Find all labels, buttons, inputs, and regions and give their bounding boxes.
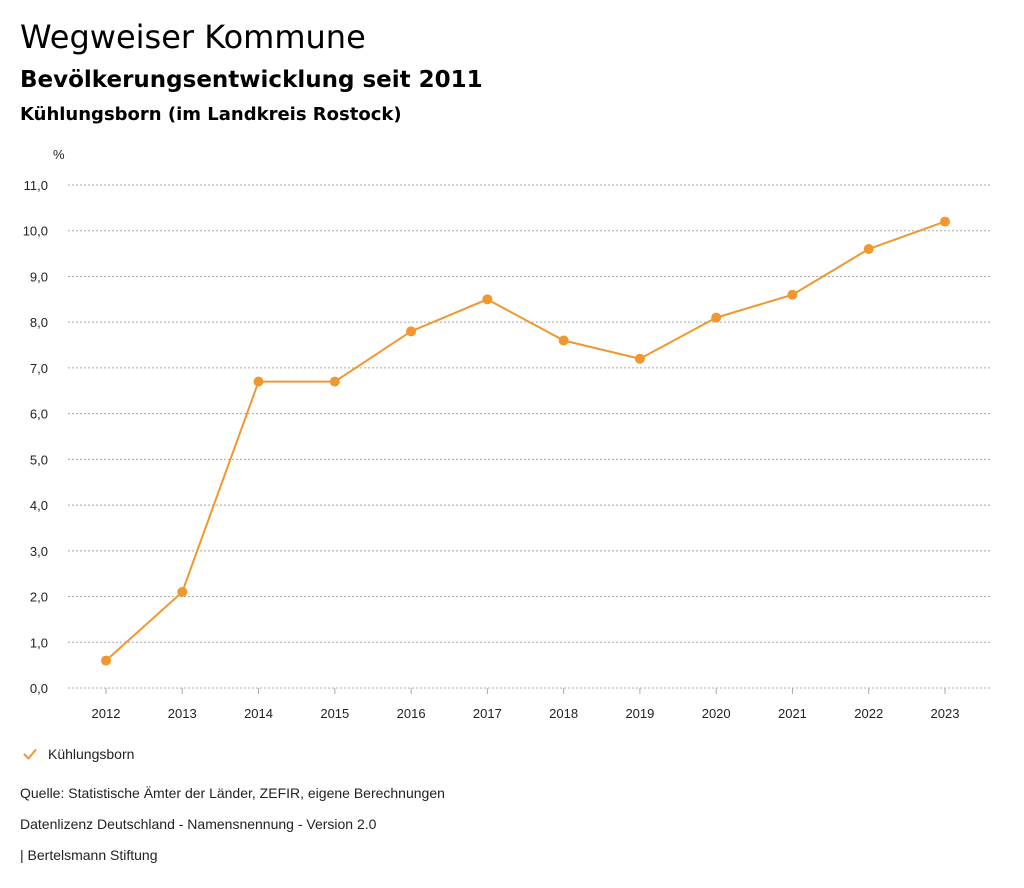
data-point-2015[interactable] bbox=[329, 376, 340, 387]
chart-subtitle: Bevölkerungsentwicklung seit 2011 bbox=[20, 67, 483, 93]
x-tick-label: 2019 bbox=[625, 706, 654, 721]
y-axis-unit-label: % bbox=[53, 147, 65, 162]
data-point-2017[interactable] bbox=[482, 294, 493, 305]
y-tick-label: 9,0 bbox=[30, 269, 48, 284]
data-point-2023[interactable] bbox=[940, 216, 950, 227]
y-tick-label: 6,0 bbox=[30, 407, 48, 422]
y-tick-label: 10,0 bbox=[23, 224, 48, 239]
license-note: Datenlizenz Deutschland - Namensnennung … bbox=[20, 816, 377, 832]
data-point-2019[interactable] bbox=[634, 353, 645, 364]
x-tick-label: 2013 bbox=[168, 706, 197, 721]
legend-item-kuehlungsborn[interactable]: Kühlungsborn bbox=[22, 744, 134, 764]
x-tick-label: 2017 bbox=[473, 706, 502, 721]
x-tick-label: 2014 bbox=[244, 706, 273, 721]
data-point-2021[interactable] bbox=[787, 289, 798, 300]
page-title: Wegweiser Kommune bbox=[20, 18, 366, 56]
x-tick-label: 2020 bbox=[702, 706, 731, 721]
data-point-2016[interactable] bbox=[406, 326, 417, 337]
data-point-2018[interactable] bbox=[558, 335, 569, 346]
x-tick-label: 2023 bbox=[931, 706, 960, 721]
y-tick-label: 8,0 bbox=[30, 315, 48, 330]
y-tick-label: 0,0 bbox=[30, 681, 48, 696]
y-tick-label: 7,0 bbox=[30, 361, 48, 376]
x-tick-label: 2015 bbox=[320, 706, 349, 721]
data-point-2013[interactable] bbox=[177, 586, 188, 597]
data-point-2014[interactable] bbox=[253, 376, 264, 387]
data-point-2022[interactable] bbox=[863, 244, 874, 255]
data-point-2012[interactable] bbox=[101, 655, 111, 666]
y-tick-label: 5,0 bbox=[30, 452, 48, 467]
checkmark-icon bbox=[23, 749, 37, 760]
y-tick-label: 2,0 bbox=[30, 590, 48, 605]
region-name: Kühlungsborn (im Landkreis Rostock) bbox=[20, 104, 402, 125]
x-tick-label: 2022 bbox=[854, 706, 883, 721]
y-tick-label: 3,0 bbox=[30, 544, 48, 559]
data-point-2020[interactable] bbox=[711, 312, 722, 323]
x-tick-label: 2021 bbox=[778, 706, 807, 721]
y-tick-label: 4,0 bbox=[30, 498, 48, 513]
legend-label: Kühlungsborn bbox=[48, 746, 135, 762]
x-tick-label: 2018 bbox=[549, 706, 578, 721]
x-tick-label: 2016 bbox=[397, 706, 426, 721]
y-tick-label: 11,0 bbox=[24, 178, 48, 193]
line-chart: % 0,0 1,0 2,0 3,0 4,0 5,0 6,0 7,0 8,0 9,0 10,0 11,0 2… bbox=[23, 147, 990, 721]
x-tick-label: 2012 bbox=[92, 706, 121, 721]
publisher-note: | Bertelsmann Stiftung bbox=[20, 847, 158, 863]
y-tick-label: 1,0 bbox=[30, 635, 48, 650]
series-line-kuehlungsborn bbox=[105, 220, 946, 662]
source-note: Quelle: Statistische Ämter der Länder, Z… bbox=[20, 785, 445, 801]
